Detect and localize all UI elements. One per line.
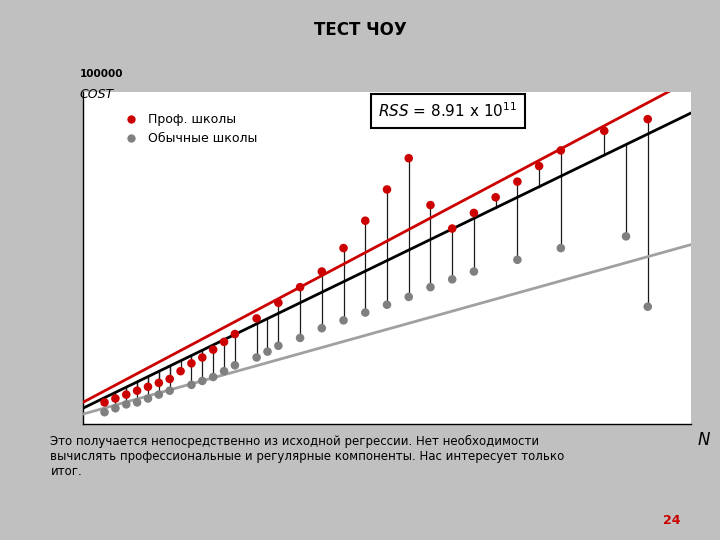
Text: 24: 24 [663, 514, 680, 526]
Point [120, 400, 132, 409]
Point [153, 390, 165, 399]
Point [218, 367, 230, 375]
Point [262, 347, 274, 356]
Point [382, 300, 393, 309]
Point [143, 382, 154, 391]
Point [598, 126, 610, 135]
Point [109, 394, 121, 403]
Point [197, 353, 208, 362]
Point [251, 314, 262, 323]
Point [186, 381, 197, 389]
Point [338, 244, 349, 252]
Point [316, 324, 328, 333]
Text: $\mathit{RSS}$ = 8.91 x 10$^{11}$: $\mathit{RSS}$ = 8.91 x 10$^{11}$ [378, 102, 518, 120]
Point [218, 338, 230, 346]
Point [425, 283, 436, 292]
Point [131, 387, 143, 395]
Point [468, 208, 480, 217]
Point [109, 404, 121, 413]
Text: N: N [697, 430, 710, 449]
Text: 100000: 100000 [80, 69, 123, 78]
Point [446, 275, 458, 284]
Point [359, 308, 371, 317]
Text: COST: COST [80, 89, 114, 102]
Point [446, 224, 458, 233]
Legend: Проф. школы, Обычные школы: Проф. школы, Обычные школы [113, 108, 263, 150]
Point [273, 341, 284, 350]
Point [207, 373, 219, 381]
Point [338, 316, 349, 325]
Point [131, 398, 143, 407]
Point [555, 146, 567, 155]
Point [273, 299, 284, 307]
Point [534, 161, 545, 170]
Point [403, 154, 415, 163]
Point [153, 379, 165, 387]
Point [164, 375, 176, 383]
Point [555, 244, 567, 252]
Point [99, 408, 110, 416]
Point [143, 394, 154, 403]
Text: ТЕСТ ЧОУ: ТЕСТ ЧОУ [314, 21, 406, 39]
Point [490, 193, 501, 201]
Point [468, 267, 480, 276]
Point [620, 232, 631, 241]
Text: Это получается непосредственно из исходной регрессии. Нет необходимости
вычислят: Это получается непосредственно из исходн… [50, 435, 564, 478]
Point [175, 367, 186, 375]
Point [512, 255, 523, 264]
Point [120, 390, 132, 399]
Point [403, 293, 415, 301]
Point [642, 302, 654, 311]
Point [642, 115, 654, 124]
Point [382, 185, 393, 194]
Point [512, 177, 523, 186]
Point [425, 201, 436, 210]
Point [229, 361, 240, 369]
Point [251, 353, 262, 362]
Point [316, 267, 328, 276]
Point [99, 398, 110, 407]
Point [294, 283, 306, 292]
Point [294, 334, 306, 342]
Point [207, 346, 219, 354]
Point [197, 376, 208, 385]
Point [359, 217, 371, 225]
Point [229, 330, 240, 339]
Point [186, 359, 197, 368]
Point [164, 387, 176, 395]
